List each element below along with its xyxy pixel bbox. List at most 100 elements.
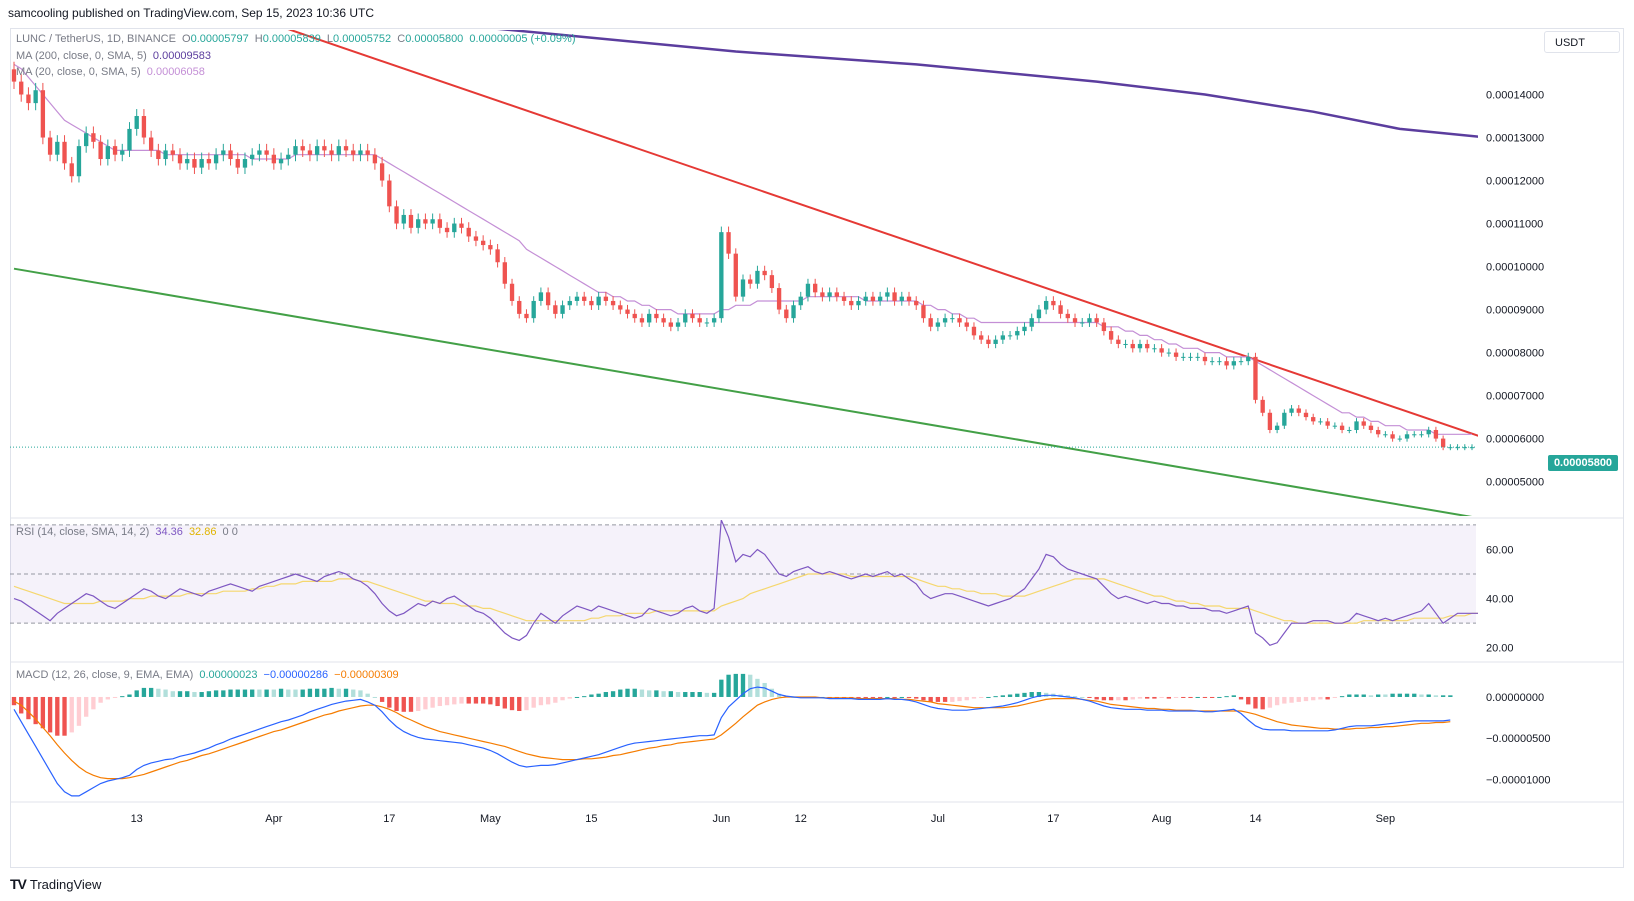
macd-histogram-bar: [322, 688, 327, 697]
time-axis-tick: 13: [131, 813, 143, 825]
candle-body: [1101, 322, 1107, 332]
candle-body: [1347, 429, 1352, 431]
macd-histogram-bar: [1224, 696, 1229, 698]
candle-body: [776, 288, 782, 310]
candle-body: [639, 318, 645, 323]
candle-body: [444, 227, 450, 233]
candle-body: [502, 262, 507, 284]
candle-body: [509, 283, 515, 301]
rsi-extra: 0 0: [222, 526, 238, 538]
rsi-label: RSI (14, close, SMA, 14, 2): [16, 526, 150, 538]
macd-histogram-bar: [423, 696, 428, 710]
candle-body: [877, 296, 883, 301]
macd-histogram-bar: [1397, 693, 1402, 697]
candle-body: [805, 283, 811, 297]
macd-histogram-bar: [76, 696, 82, 726]
macd-histogram-bar: [314, 688, 320, 697]
price-axis-tick: 0.00006000: [1486, 434, 1544, 446]
candle-body: [885, 292, 890, 297]
candle-body: [278, 159, 284, 164]
macd-histogram-bar: [697, 692, 702, 697]
macd-histogram-bar: [1419, 694, 1424, 697]
candle-body: [942, 318, 948, 323]
candle-body: [177, 154, 183, 164]
macd-histogram-bar: [1412, 693, 1417, 697]
candle-body: [199, 159, 204, 168]
macd-histogram-bar: [452, 696, 457, 705]
candle-body: [1202, 356, 1208, 362]
candle-body: [618, 305, 623, 310]
price-axis-tick: 0.00013000: [1486, 133, 1544, 145]
candle-body: [76, 146, 82, 177]
ma20-legend[interactable]: MA (20, close, 0, SMA, 5) 0.00006058: [16, 66, 208, 78]
macd-histogram-bar: [1318, 696, 1323, 700]
macd-histogram-bar: [661, 691, 666, 697]
macd-histogram-bar: [257, 689, 262, 697]
macd-histogram-bar: [762, 682, 767, 697]
chart-frame[interactable]: [10, 28, 1624, 868]
candle-body: [1274, 425, 1280, 430]
candle-body: [423, 219, 428, 224]
macd-histogram-bar: [647, 690, 652, 697]
time-axis-tick: 17: [1047, 813, 1059, 825]
time-axis-tick: Apr: [265, 813, 282, 825]
macd-histogram-bar: [560, 696, 565, 701]
rsi-legend[interactable]: RSI (14, close, SMA, 14, 2) 34.36 32.86 …: [16, 526, 241, 538]
candle-body: [1015, 331, 1020, 336]
candle-body: [762, 270, 767, 276]
candle-body: [755, 270, 760, 284]
time-axis-tick: 15: [585, 813, 597, 825]
candle-body: [1238, 361, 1244, 363]
macd-histogram-bar: [1029, 692, 1034, 697]
macd-legend[interactable]: MACD (12, 26, close, 9, EMA, EMA) 0.0000…: [16, 669, 402, 681]
macd-histogram-bar: [769, 688, 775, 697]
rsi-ma-line: [13, 573, 1478, 624]
high-label: H: [254, 33, 263, 45]
price-axis-tick: 0.00008000: [1486, 348, 1544, 360]
candle-body: [1209, 361, 1215, 363]
macd-signal-value: −0.00000309: [334, 669, 399, 681]
footer[interactable]: TV TradingView: [10, 876, 101, 892]
candle-body: [228, 150, 233, 160]
candle-body: [1231, 361, 1236, 366]
candle-body: [1145, 343, 1150, 349]
candle-body: [1195, 356, 1200, 358]
macd-histogram-bar: [625, 688, 630, 697]
candle-body: [769, 275, 775, 289]
currency-selector[interactable]: USDT: [1544, 31, 1620, 53]
macd-histogram-bar: [683, 692, 688, 697]
macd-histogram-bar: [639, 689, 645, 697]
macd-histogram-bar: [914, 696, 919, 699]
macd-histogram-bar: [416, 696, 421, 711]
macd-histogram-bar: [1332, 696, 1338, 698]
candle-body: [264, 150, 269, 155]
symbol-legend[interactable]: LUNC / TetherUS, 1D, BINANCE O0.00005797…: [16, 33, 579, 45]
price-axis-tick: 0.00005000: [1486, 477, 1544, 489]
ma200-legend[interactable]: MA (200, close, 0, SMA, 5) 0.00009583: [16, 50, 214, 62]
macd-histogram-bar: [120, 696, 125, 698]
candle-body: [899, 296, 904, 301]
candle-body: [1123, 343, 1128, 345]
candle-body: [387, 180, 392, 207]
candle-body: [1354, 421, 1359, 430]
macd-histogram-bar: [47, 696, 53, 733]
macd-line: [13, 686, 1451, 797]
candle-body: [466, 227, 471, 237]
macd-histogram-bar: [740, 673, 746, 697]
candle-body: [1224, 361, 1229, 366]
macd-histogram-bar: [538, 696, 544, 706]
candle-body: [1267, 412, 1273, 430]
macd-histogram-bar: [921, 696, 926, 701]
candle-body: [661, 318, 666, 323]
macd-histogram-bar: [141, 687, 147, 697]
macd-histogram-bar: [250, 689, 255, 697]
open-label: O: [182, 33, 191, 45]
candle-body: [1094, 318, 1099, 323]
macd-histogram-bar: [1426, 694, 1431, 697]
macd-histogram-bar: [1116, 696, 1121, 701]
macd-histogram-bar: [466, 696, 471, 704]
low-value: 0.00005752: [333, 33, 392, 45]
macd-histogram-bar: [1390, 693, 1395, 697]
macd-histogram-bar: [1231, 695, 1236, 697]
